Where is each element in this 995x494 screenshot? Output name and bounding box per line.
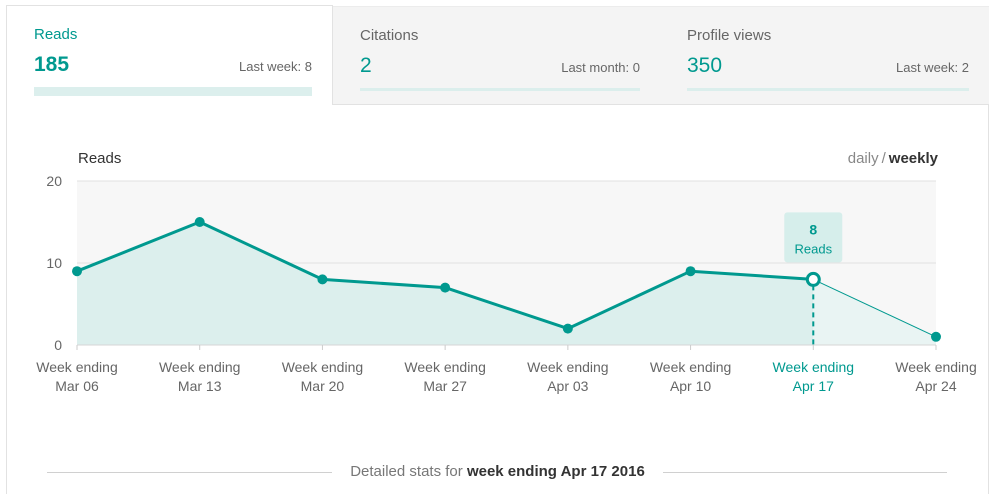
tab-citations[interactable]: Citations 2 Last month: 0 — [333, 6, 660, 105]
data-point — [317, 274, 328, 285]
tab-reads[interactable]: Reads 185 Last week: 8 — [6, 5, 333, 105]
data-point — [931, 331, 941, 342]
y-tick-label: 10 — [46, 255, 62, 271]
toggle-weekly[interactable]: weekly — [888, 150, 938, 167]
footer-period: week ending Apr 17 2016 — [466, 463, 645, 480]
tab-sub: Last month: 0 — [561, 60, 640, 75]
data-point — [194, 217, 205, 227]
area-fill-partial — [813, 279, 936, 345]
x-tick-label: Mar 27 — [423, 378, 467, 394]
chart-title: Reads — [78, 150, 122, 167]
x-tick-label: Week ending — [159, 359, 240, 375]
tab-label: Reads — [34, 26, 78, 43]
x-tick-label: Week ending — [282, 359, 363, 375]
tab-value: 350 — [687, 54, 723, 77]
tab-sub: Last week: 8 — [239, 59, 312, 74]
x-tick-label: Week ending — [895, 359, 976, 375]
data-point — [72, 266, 82, 277]
x-tick-label: Apr 24 — [915, 378, 956, 394]
tab-sub: Last week: 2 — [896, 60, 969, 75]
tab-value: 2 — [360, 54, 372, 77]
data-point — [440, 282, 451, 293]
x-tick-label: Week ending — [773, 359, 854, 375]
x-tick-label: Mar 06 — [55, 378, 99, 394]
tab-value: 185 — [34, 53, 70, 76]
tab-label: Citations — [360, 27, 419, 44]
x-tick-label: Week ending — [650, 359, 731, 375]
data-point — [685, 266, 696, 277]
tooltip-label: Reads — [794, 241, 832, 256]
stats-tabs: Reads 185 Last week: 8 Citations 2 Last … — [0, 0, 995, 105]
tooltip-box — [784, 212, 843, 263]
tab-indicator-bar — [34, 87, 312, 96]
tab-profile-views[interactable]: Profile views 350 Last week: 2 — [660, 6, 989, 105]
x-tick-label: Apr 17 — [793, 378, 834, 394]
x-tick-label: Apr 10 — [670, 378, 711, 394]
granularity-toggle: daily / weekly — [848, 150, 938, 167]
tab-label: Profile views — [687, 27, 772, 44]
tab-indicator-bar — [687, 88, 969, 91]
toggle-daily[interactable]: daily — [847, 150, 879, 167]
x-tick-label: Week ending — [527, 359, 608, 375]
x-tick-label: Apr 03 — [547, 378, 588, 394]
y-tick-label: 20 — [46, 173, 62, 189]
series-line-partial — [813, 278, 937, 338]
tooltip-value: 8 — [809, 221, 817, 237]
data-point — [562, 323, 573, 334]
footer-detail: Detailed stats for week ending Apr 17 20… — [0, 463, 995, 480]
x-tick-label: Week ending — [404, 359, 485, 375]
footer-prefix: Detailed stats for — [350, 463, 463, 480]
tab-indicator-bar — [360, 88, 640, 91]
area-fill — [77, 222, 814, 345]
x-tick-label: Mar 20 — [301, 378, 345, 394]
x-tick-label: Mar 13 — [178, 378, 222, 394]
toggle-separator: / — [881, 150, 886, 167]
y-tick-label: 0 — [54, 337, 62, 353]
x-tick-label: Week ending — [36, 359, 117, 375]
data-point-selected — [805, 271, 821, 287]
